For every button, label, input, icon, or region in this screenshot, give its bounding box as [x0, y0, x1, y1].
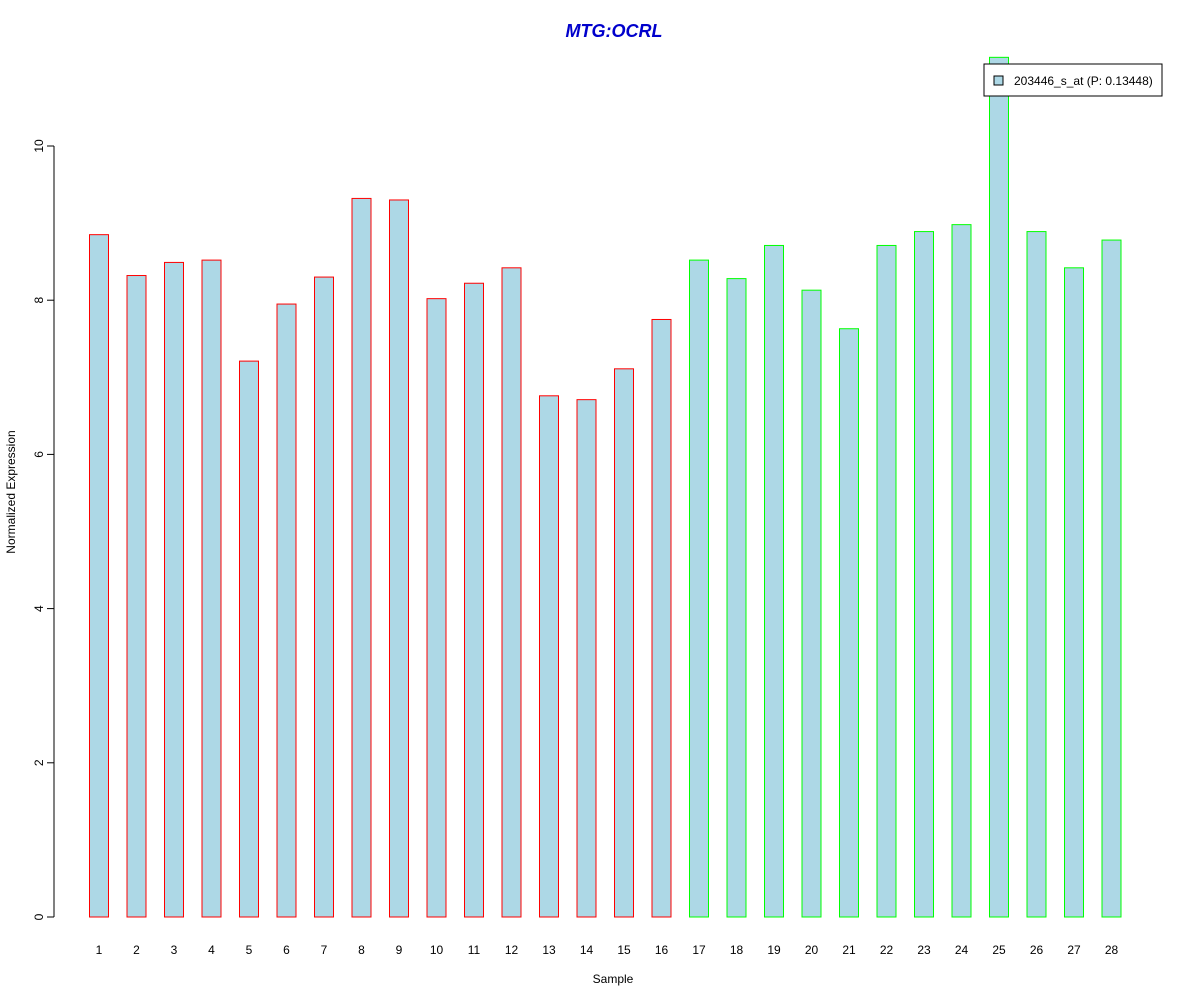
- x-tick-label-6: 6: [283, 943, 290, 957]
- x-tick-label-13: 13: [542, 943, 556, 957]
- x-tick-label-17: 17: [692, 943, 706, 957]
- bar-sample-24: [951, 224, 972, 918]
- y-axis-title: Normalized Expression: [4, 430, 18, 553]
- x-tick-label-19: 19: [767, 943, 781, 957]
- bar-sample-27: [1064, 267, 1084, 918]
- y-tick-label-6: 6: [32, 451, 46, 458]
- bar-sample-13: [539, 395, 559, 918]
- bar-sample-10: [426, 298, 447, 918]
- x-tick-label-24: 24: [955, 943, 969, 957]
- y-tick-label-8: 8: [32, 297, 46, 304]
- y-tick-label-0: 0: [32, 913, 46, 920]
- bar-sample-19: [764, 244, 784, 918]
- bar-sample-18: [726, 278, 747, 918]
- x-tick-label-22: 22: [880, 943, 894, 957]
- x-tick-label-10: 10: [430, 943, 444, 957]
- bar-sample-16: [651, 318, 672, 918]
- legend-box: [983, 63, 1163, 97]
- bar-sample-6: [276, 303, 297, 918]
- x-tick-label-11: 11: [468, 943, 481, 957]
- bar-sample-12: [501, 267, 522, 918]
- x-tick-label-23: 23: [917, 943, 931, 957]
- x-tick-label-18: 18: [730, 943, 744, 957]
- y-tick-label-10: 10: [32, 139, 46, 153]
- bar-sample-26: [1026, 231, 1047, 918]
- bar-sample-25: [989, 56, 1009, 918]
- bar-sample-2: [126, 275, 147, 918]
- bar-sample-1: [89, 234, 109, 918]
- x-tick-label-9: 9: [396, 943, 403, 957]
- y-tick-label-4: 4: [32, 605, 46, 612]
- y-axis-ticks: 0 2 4 6 8 10: [32, 139, 54, 920]
- x-tick-label-7: 7: [321, 943, 328, 957]
- x-tick-label-3: 3: [171, 943, 178, 957]
- y-tick-label-2: 2: [32, 759, 46, 766]
- bar-sample-14: [576, 399, 597, 918]
- bars-group: [89, 56, 1122, 918]
- bar-sample-22: [876, 244, 897, 918]
- x-tick-label-1: 1: [96, 943, 103, 957]
- x-tick-label-12: 12: [505, 943, 519, 957]
- bar-sample-9: [389, 199, 409, 918]
- bar-sample-20: [801, 289, 822, 918]
- bar-sample-21: [839, 328, 859, 918]
- x-tick-label-4: 4: [208, 943, 215, 957]
- x-tick-label-5: 5: [246, 943, 253, 957]
- legend: 203446_s_at (P: 0.13448): [983, 63, 1163, 97]
- bar-sample-28: [1101, 239, 1122, 918]
- x-tick-label-14: 14: [580, 943, 594, 957]
- x-tick-label-21: 21: [842, 943, 856, 957]
- x-tick-label-26: 26: [1030, 943, 1044, 957]
- legend-label: 203446_s_at (P: 0.13448): [1014, 74, 1153, 88]
- x-axis-title: Sample: [593, 972, 634, 986]
- bar-sample-15: [614, 368, 634, 918]
- bar-sample-7: [314, 276, 334, 918]
- x-tick-label-2: 2: [133, 943, 140, 957]
- x-tick-label-16: 16: [655, 943, 669, 957]
- bar-sample-3: [164, 261, 184, 918]
- bar-sample-17: [689, 259, 709, 918]
- x-tick-label-28: 28: [1105, 943, 1119, 957]
- bar-sample-8: [351, 197, 372, 918]
- bar-sample-4: [201, 259, 222, 918]
- chart-title: MTG:OCRL: [566, 21, 663, 41]
- x-tick-label-25: 25: [992, 943, 1006, 957]
- x-tick-label-20: 20: [805, 943, 819, 957]
- x-tick-label-15: 15: [617, 943, 631, 957]
- bar-sample-5: [239, 360, 259, 918]
- x-tick-label-8: 8: [358, 943, 365, 957]
- bar-sample-11: [464, 282, 484, 918]
- x-axis-tick-labels: 1 2 3 4 5 6 7 8 9 10 11 12 13 14 15 16 17 18 19 20 21 22 23 24 2…: [96, 943, 1119, 957]
- x-tick-label-27: 27: [1067, 943, 1081, 957]
- legend-swatch: [993, 75, 1004, 86]
- bar-sample-23: [914, 231, 934, 918]
